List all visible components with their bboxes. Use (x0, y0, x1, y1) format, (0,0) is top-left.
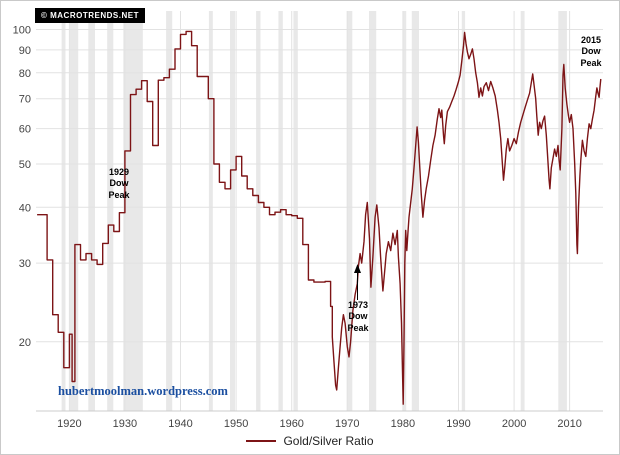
svg-text:40: 40 (19, 202, 31, 214)
svg-text:1970: 1970 (335, 418, 359, 430)
svg-text:30: 30 (19, 258, 31, 270)
svg-text:1930: 1930 (113, 418, 137, 430)
watermark-blog-url: hubertmoolman.wordpress.com (58, 384, 228, 398)
svg-text:90: 90 (19, 45, 31, 57)
arrow-up-icon (353, 264, 362, 300)
svg-text:2000: 2000 (502, 418, 526, 430)
svg-text:1920: 1920 (57, 418, 81, 430)
svg-text:2010: 2010 (557, 418, 581, 430)
svg-text:20: 20 (19, 337, 31, 349)
annotation-1929-dow-peak: 1929 Dow Peak (108, 167, 130, 200)
svg-text:1990: 1990 (446, 418, 470, 430)
svg-text:1950: 1950 (224, 418, 248, 430)
svg-text:1960: 1960 (279, 418, 303, 430)
svg-text:60: 60 (19, 124, 31, 136)
svg-text:1980: 1980 (391, 418, 415, 430)
legend-line-swatch (246, 440, 277, 442)
svg-text:80: 80 (19, 68, 31, 80)
macrotrends-copyright-badge: © MACROTRENDS.NET (35, 8, 145, 23)
legend: Gold/Silver Ratio (1, 434, 619, 448)
svg-text:50: 50 (19, 159, 31, 171)
annotation-1973-dow-peak: 1973 Dow Peak (347, 300, 369, 333)
svg-text:100: 100 (13, 25, 31, 37)
svg-text:70: 70 (19, 94, 31, 106)
svg-text:1940: 1940 (168, 418, 192, 430)
annotation-2015-dow-peak: 2015 Dow Peak (580, 35, 602, 68)
legend-label: Gold/Silver Ratio (283, 434, 374, 448)
